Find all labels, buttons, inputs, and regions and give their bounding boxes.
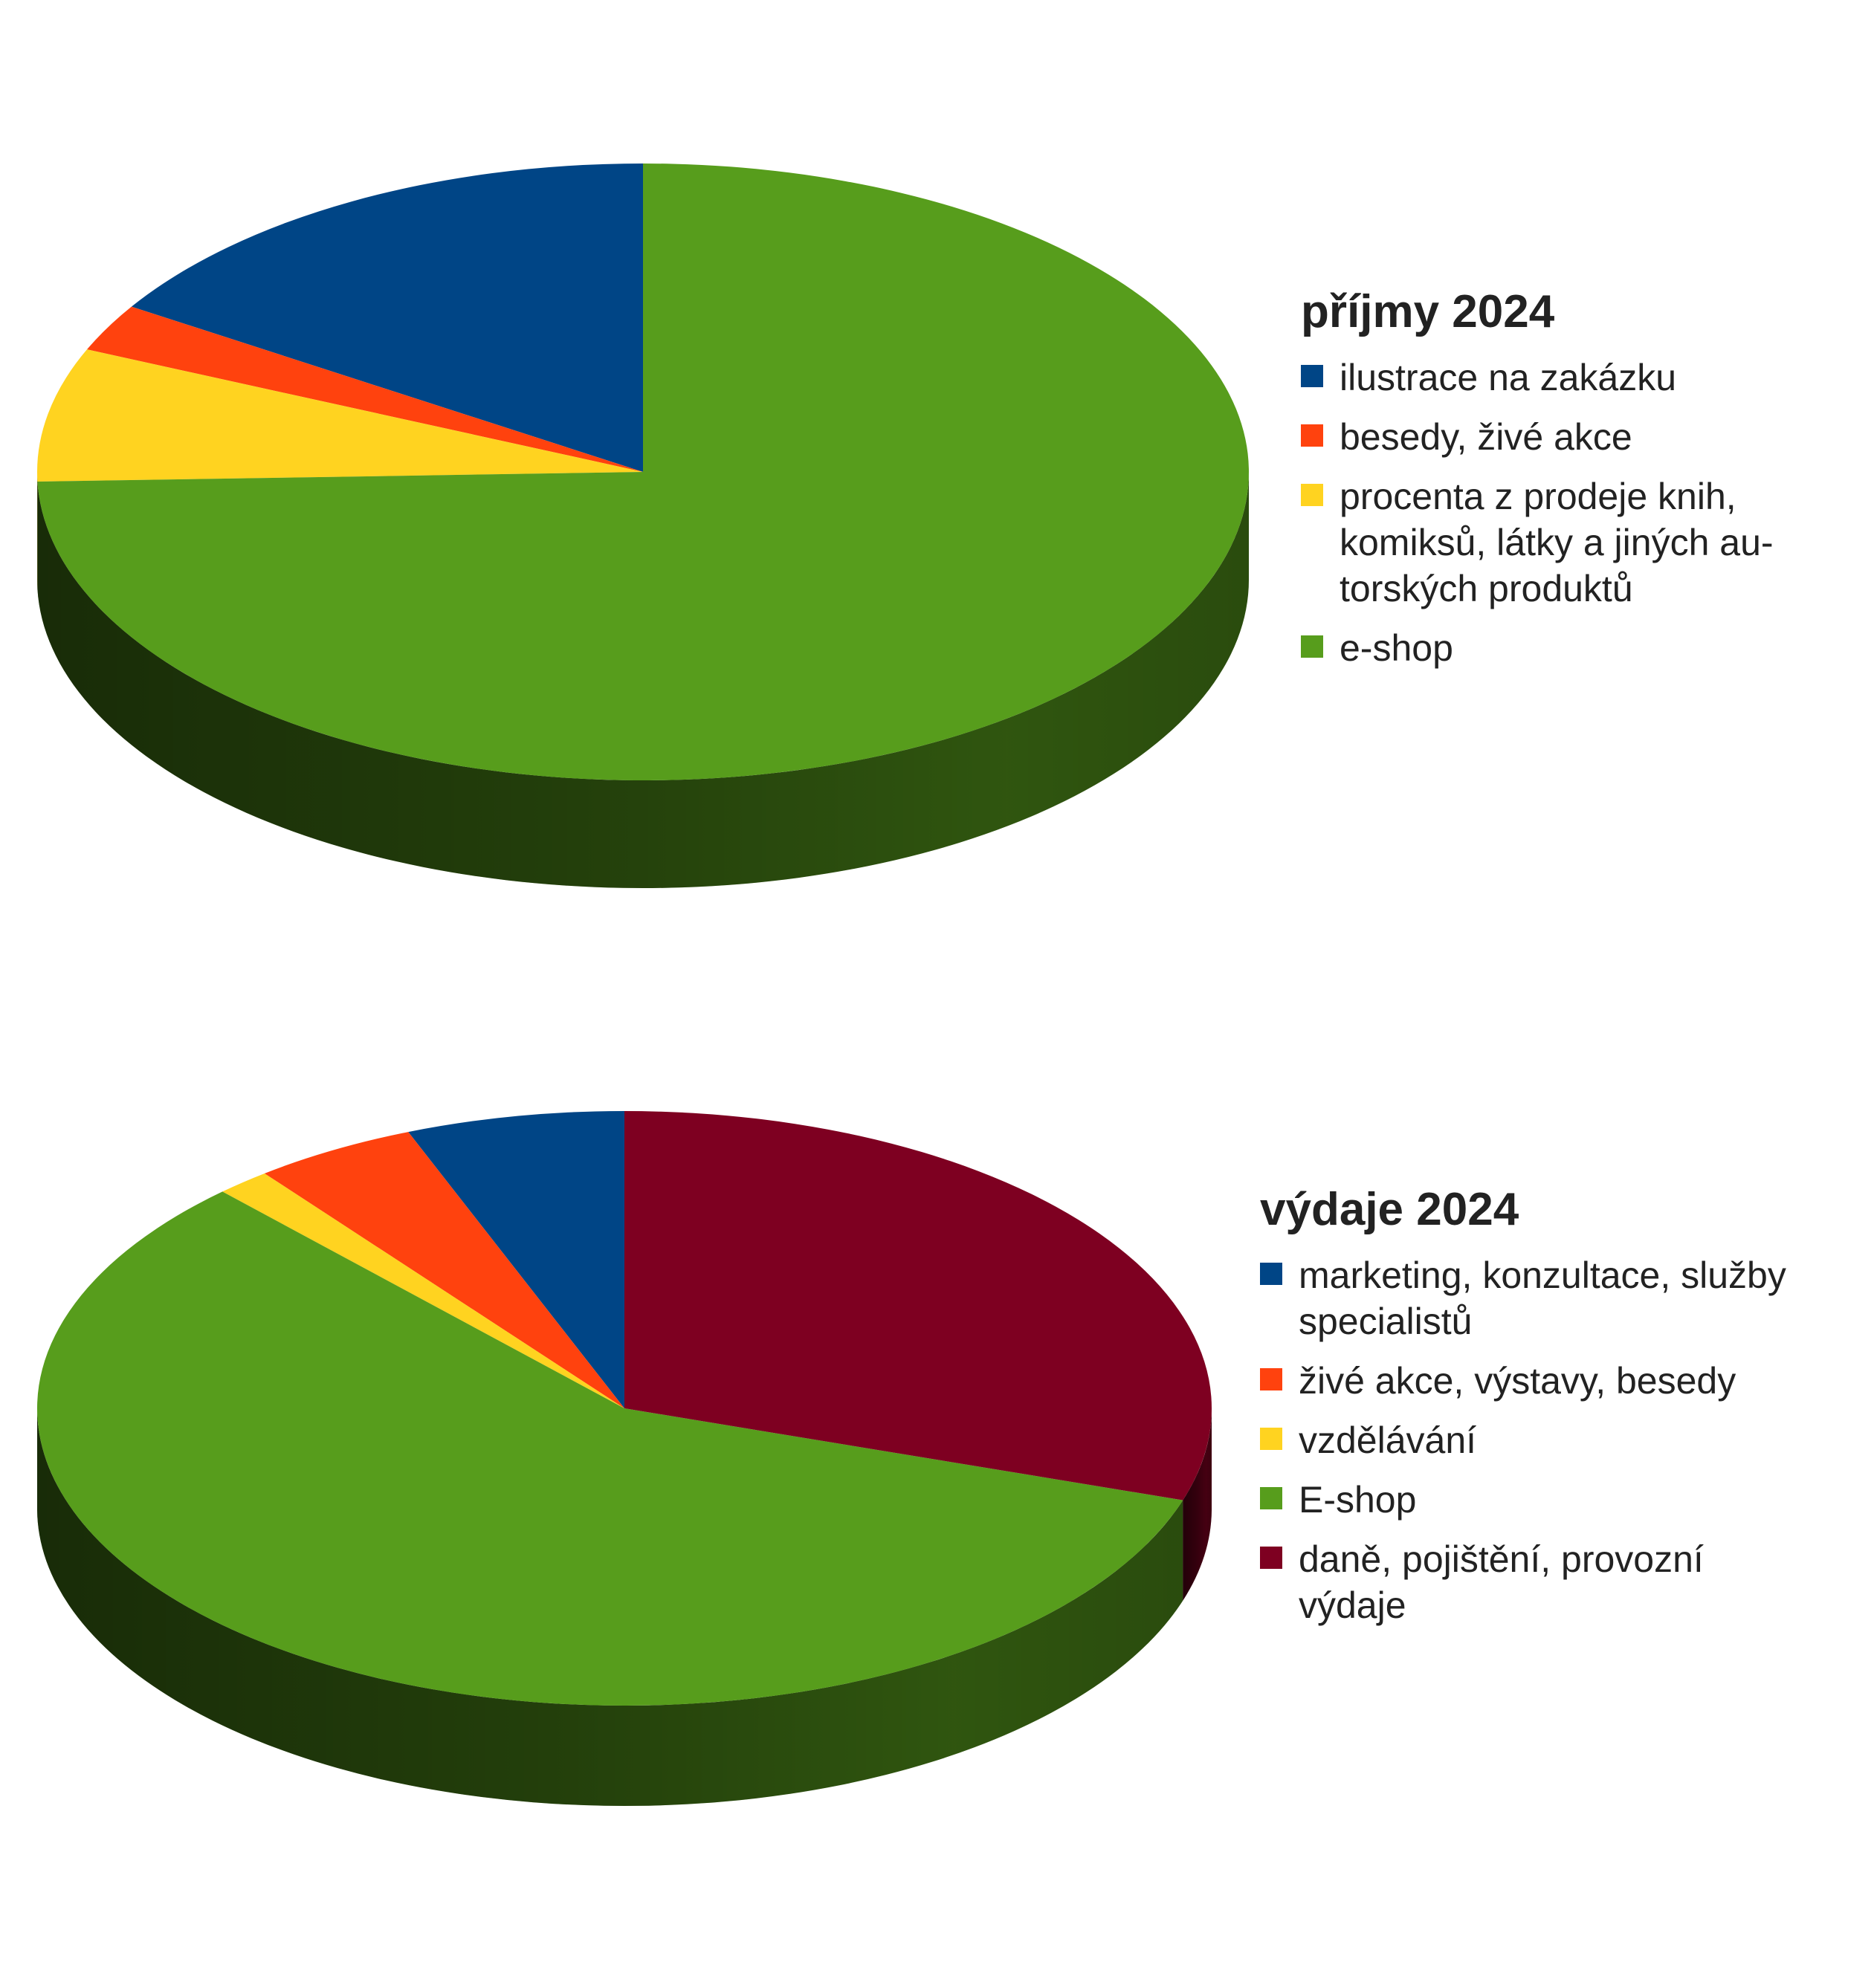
legend-label-1-3-line-3: torských produktů (1340, 568, 1633, 609)
pie-2-slice-1 (408, 1111, 624, 1408)
pie-2-slice-3 (222, 1173, 625, 1408)
pie-chart-2 (36, 1111, 1212, 1806)
legend-label-1-1: ilustrace na zakázku (1340, 357, 1676, 398)
pie-chart-1 (37, 163, 1250, 888)
legend-label-2-4: E-shop (1299, 1479, 1416, 1521)
legend-label-2-1: marketing, konzultace, služby (1299, 1254, 1786, 1296)
legend-title-2: výdaje 2024 (1260, 1184, 1519, 1235)
legend-label-1-2: besedy, živé akce (1340, 416, 1632, 458)
legend-swatch-1-2 (1301, 424, 1323, 447)
legend-swatch-2-1 (1260, 1263, 1282, 1285)
pie-1-slice-1 (131, 163, 643, 472)
legend-label-2-2: živé akce, výstavy, besedy (1299, 1360, 1736, 1402)
pie-2-side-shade-4 (37, 1408, 1183, 1806)
legend-label-2-1-line-2: specialistů (1299, 1301, 1472, 1342)
legend-label-2-3: vzdělávání (1299, 1419, 1476, 1461)
pie-1-slice-2 (87, 306, 644, 472)
pie-1-side-shade-4 (37, 472, 1250, 888)
legend-title-1: příjmy 2024 (1301, 286, 1555, 337)
legend-swatch-1-3 (1301, 484, 1323, 506)
pie-1-slice-4 (37, 163, 1250, 780)
legend-swatch-1-4 (1301, 635, 1323, 658)
legend-label-2-5-line-2: výdaje (1299, 1584, 1406, 1626)
pie-1-slice-3 (37, 349, 644, 482)
pie-2-side-shade-5 (1183, 1408, 1212, 1601)
legend-swatch-1-1 (1301, 365, 1323, 387)
legend-swatch-2-2 (1260, 1368, 1282, 1390)
legend-swatch-2-5 (1260, 1547, 1282, 1569)
legend-swatch-2-3 (1260, 1428, 1282, 1450)
legend-label-1-4: e-shop (1340, 627, 1453, 669)
pie-2-slice-5 (624, 1111, 1212, 1500)
legend-2: výdaje 2024 marketing, konzultace, služby… (1260, 1184, 1786, 1626)
legend-swatch-2-4 (1260, 1487, 1282, 1509)
legend-label-1-3: procenta z prodeje knih, (1340, 476, 1736, 517)
pie-2-slice-4 (36, 1191, 1183, 1706)
legend-label-1-3-line-2: komiksů, látky a jiných au- (1340, 522, 1774, 563)
legend-1: příjmy 2024 ilustrace na zakázku besedy, ž… (1301, 286, 1774, 669)
legend-label-2-5: daně, pojištění, provozní (1299, 1538, 1704, 1580)
pie-2-slice-2 (264, 1132, 624, 1408)
